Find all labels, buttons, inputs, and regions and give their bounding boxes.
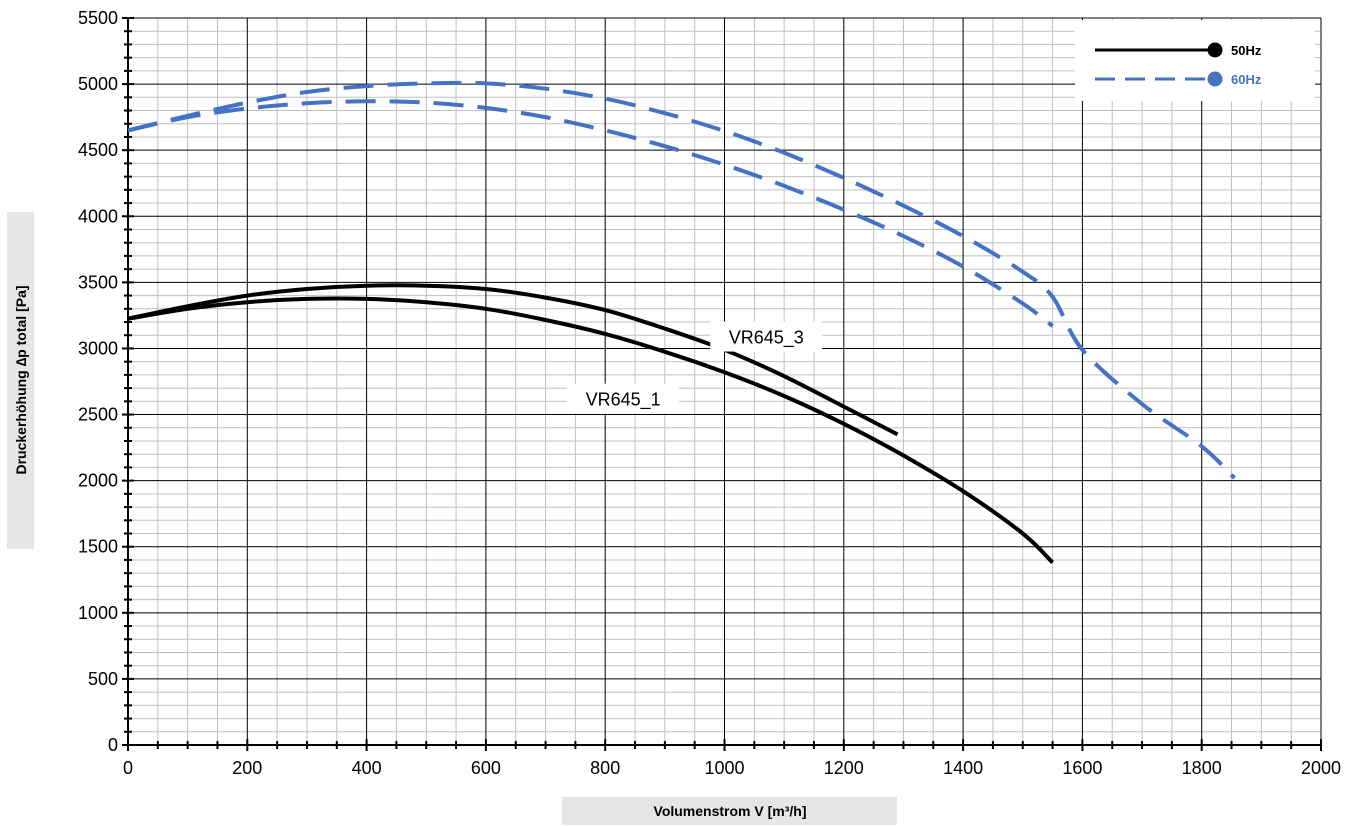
- y-tick-label: 2500: [78, 405, 118, 425]
- x-tick-label: 1000: [704, 758, 744, 778]
- x-tick-label: 400: [352, 758, 382, 778]
- series-60hz-vr645-3-line: [127, 80, 1236, 480]
- x-tick-label: 1400: [943, 758, 983, 778]
- y-tick-label: 4500: [78, 140, 118, 160]
- y-tick-label: 500: [88, 669, 118, 689]
- y-axis-title-box: [7, 212, 34, 549]
- legend-box: [1075, 20, 1315, 101]
- x-tick-label: 200: [232, 758, 262, 778]
- legend: 50Hz 60Hz: [1075, 20, 1315, 101]
- y-tick-label: 1000: [78, 603, 118, 623]
- x-tick-label: 1200: [824, 758, 864, 778]
- y-tick-labels: 0 500 1000 1500 2000 2500 3000 3500 4000 4500 5000…: [78, 8, 118, 755]
- curve-label-vr645-3: VR645_3: [729, 328, 804, 349]
- x-tick-label: 1800: [1182, 758, 1222, 778]
- series-50hz-vr645-3-line: [127, 283, 899, 437]
- x-tick-label: 800: [590, 758, 620, 778]
- x-tick-labels: 0 200 400 600 800 1000 1200 1400 1600 1800 2000: [123, 758, 1341, 778]
- legend-label-50hz: 50Hz: [1231, 43, 1262, 58]
- x-tick-label: 600: [471, 758, 501, 778]
- legend-marker-60hz: [1207, 71, 1223, 87]
- curve-label-box: [567, 383, 680, 414]
- x-tick-label: 0: [123, 758, 133, 778]
- y-tick-label: 4000: [78, 206, 118, 226]
- x-tick-label: 2000: [1301, 758, 1341, 778]
- y-axis-title: Druckerhöhung ∆p total [Pa]: [13, 285, 29, 474]
- y-tick-label: 3500: [78, 272, 118, 292]
- series-60hz-vr645-1-line: [127, 99, 1054, 328]
- curve-label-vr645-1: VR645_1: [586, 390, 661, 411]
- y-tick-label: 5500: [78, 8, 118, 28]
- x-axis-title: Volumenstrom V [m³/h]: [654, 803, 807, 819]
- x-axis-title-box: [562, 797, 897, 825]
- y-tick-label: 0: [108, 735, 118, 755]
- series-50hz-vr645-1-line: [127, 296, 1055, 565]
- y-tick-label: 2000: [78, 471, 118, 491]
- tick-marks: [122, 17, 1322, 751]
- curve-labels: VR645_3 VR645_1: [567, 321, 823, 414]
- series-layer: [127, 80, 1236, 565]
- y-tick-label: 5000: [78, 74, 118, 94]
- legend-marker-50hz: [1207, 42, 1223, 58]
- y-tick-label: 1500: [78, 537, 118, 557]
- y-tick-label: 3000: [78, 338, 118, 358]
- curve-label-box: [710, 321, 823, 352]
- legend-label-60hz: 60Hz: [1231, 72, 1262, 87]
- x-tick-label: 1600: [1062, 758, 1102, 778]
